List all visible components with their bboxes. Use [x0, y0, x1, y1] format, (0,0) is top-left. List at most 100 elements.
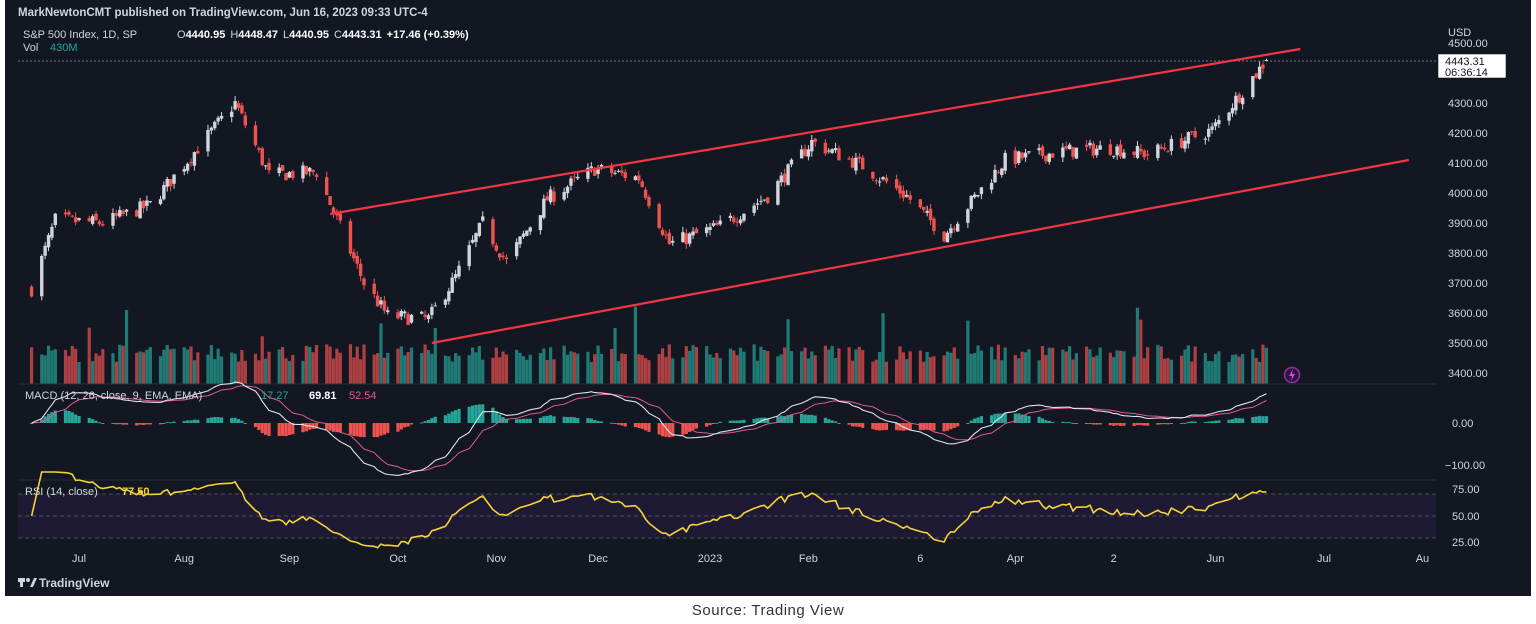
macd-histogram-bar: [284, 423, 288, 437]
macd-histogram-bar: [973, 418, 977, 423]
volume-bar: [124, 310, 129, 384]
macd-histogram-bar: [1091, 423, 1095, 425]
macd-histogram-bar: [148, 423, 152, 425]
candle-body: [1095, 148, 1099, 156]
macd-histogram-bar: [681, 423, 685, 435]
volume-bar: [355, 346, 359, 384]
macd-histogram-bar: [291, 423, 295, 435]
volume-bar: [633, 306, 638, 384]
macd-histogram-bar: [850, 423, 855, 427]
candle-body: [806, 149, 811, 157]
macd-histogram-bar: [667, 423, 671, 438]
volume-bar: [240, 350, 244, 384]
macd-histogram-bar: [905, 423, 909, 431]
flash-icon[interactable]: [1283, 366, 1301, 384]
macd-histogram-bar: [928, 423, 933, 430]
macd-histogram-bar: [1227, 419, 1231, 423]
macd-histogram-bar: [599, 421, 604, 423]
macd-histogram-bar: [979, 416, 984, 423]
volume-bar: [399, 346, 403, 384]
volume-bar: [1183, 349, 1187, 384]
volume-bar: [359, 359, 363, 384]
volume-bar: [732, 350, 736, 384]
macd-histogram-bar: [1064, 422, 1068, 424]
volume-bar: [1037, 360, 1041, 384]
candle-body: [355, 255, 359, 264]
volume-bar: [29, 347, 34, 384]
macd-histogram-bar: [908, 423, 912, 430]
candle-body: [1142, 150, 1146, 158]
candle-body: [823, 142, 828, 154]
macd-histogram-bar: [1234, 418, 1238, 423]
candle-body: [338, 213, 342, 221]
time-tick-label: Au: [1416, 553, 1429, 565]
volume-bar: [43, 355, 47, 384]
candle-body: [1074, 147, 1079, 159]
macd-histogram-bar: [789, 414, 794, 423]
candle-body: [213, 121, 217, 129]
volume-bar: [1179, 355, 1184, 384]
candle-body: [542, 198, 546, 218]
candle-body: [1257, 66, 1262, 79]
macd-histogram-bar: [542, 416, 546, 423]
macd-histogram-bar: [213, 417, 217, 423]
volume-bar: [708, 354, 712, 384]
macd-histogram-bar: [1013, 413, 1017, 423]
price-chart[interactable]: MarkNewtonCMT published on TradingView.c…: [5, 0, 1531, 596]
candle-body: [280, 165, 285, 171]
candle-body: [884, 177, 889, 182]
macd-histogram-bar: [53, 410, 57, 423]
candle-body: [138, 201, 142, 219]
trend-channel[interactable]: [329, 47, 1410, 345]
volume-bar: [1146, 347, 1150, 384]
macd-histogram-bar: [565, 417, 570, 423]
macd-histogram-bar: [854, 423, 858, 427]
macd-histogram-bar: [861, 423, 865, 428]
macd-histogram-bar: [1027, 416, 1031, 423]
candle-body: [1027, 151, 1031, 153]
volume-bar: [990, 346, 994, 384]
macd-histogram-bar: [518, 419, 522, 423]
volume-bar: [521, 356, 526, 384]
volume-bar: [243, 360, 247, 384]
candle-body: [382, 300, 387, 311]
volume-bar: [847, 347, 851, 384]
candle-body: [1156, 144, 1160, 158]
candle-body: [620, 170, 624, 173]
candle-body: [135, 210, 139, 217]
macd-histogram-bar: [956, 423, 960, 427]
macd-histogram-bar: [786, 415, 790, 423]
price-axis[interactable]: USD 4500.004400.004300.004200.004100.004…: [1448, 27, 1488, 380]
volume-bar: [1193, 346, 1197, 384]
volume-bar: [196, 352, 200, 384]
macd-histogram-bar: [325, 423, 329, 430]
candle-body: [1091, 143, 1096, 156]
macd-histogram-bar: [216, 417, 220, 423]
time-axis[interactable]: Jul Aug Sep Oct Nov Dec 2023 Feb 6 Apr 2 Jun Jul Au: [72, 553, 1429, 565]
volume-bar: [236, 361, 241, 384]
macd-histogram-bar: [521, 418, 526, 423]
macd-histogram-bar: [301, 423, 305, 433]
volume-bar: [281, 346, 285, 384]
macd-histogram-bar: [705, 423, 709, 427]
macd-histogram-bar: [454, 410, 458, 423]
candle-body: [1017, 151, 1021, 163]
volume-bar: [932, 356, 936, 384]
volume-bar: [97, 355, 102, 384]
candle-body: [1210, 126, 1214, 130]
macd-histogram-bar: [776, 416, 780, 423]
macd-histogram-bar: [121, 423, 125, 425]
volume-bar: [1132, 356, 1136, 384]
macd-histogram-bar: [403, 423, 407, 428]
macd-histogram-bar: [50, 412, 54, 423]
volume-bar: [810, 351, 814, 384]
volume-bar: [375, 353, 380, 384]
volume-bar: [942, 355, 946, 384]
candle-body: [1037, 148, 1041, 151]
macd-histogram-bar: [447, 413, 451, 423]
volume-bar: [192, 360, 197, 384]
candle-body: [1169, 138, 1174, 151]
candle-body: [514, 242, 519, 257]
volume-bar: [494, 347, 498, 384]
volume-bar: [715, 353, 719, 384]
